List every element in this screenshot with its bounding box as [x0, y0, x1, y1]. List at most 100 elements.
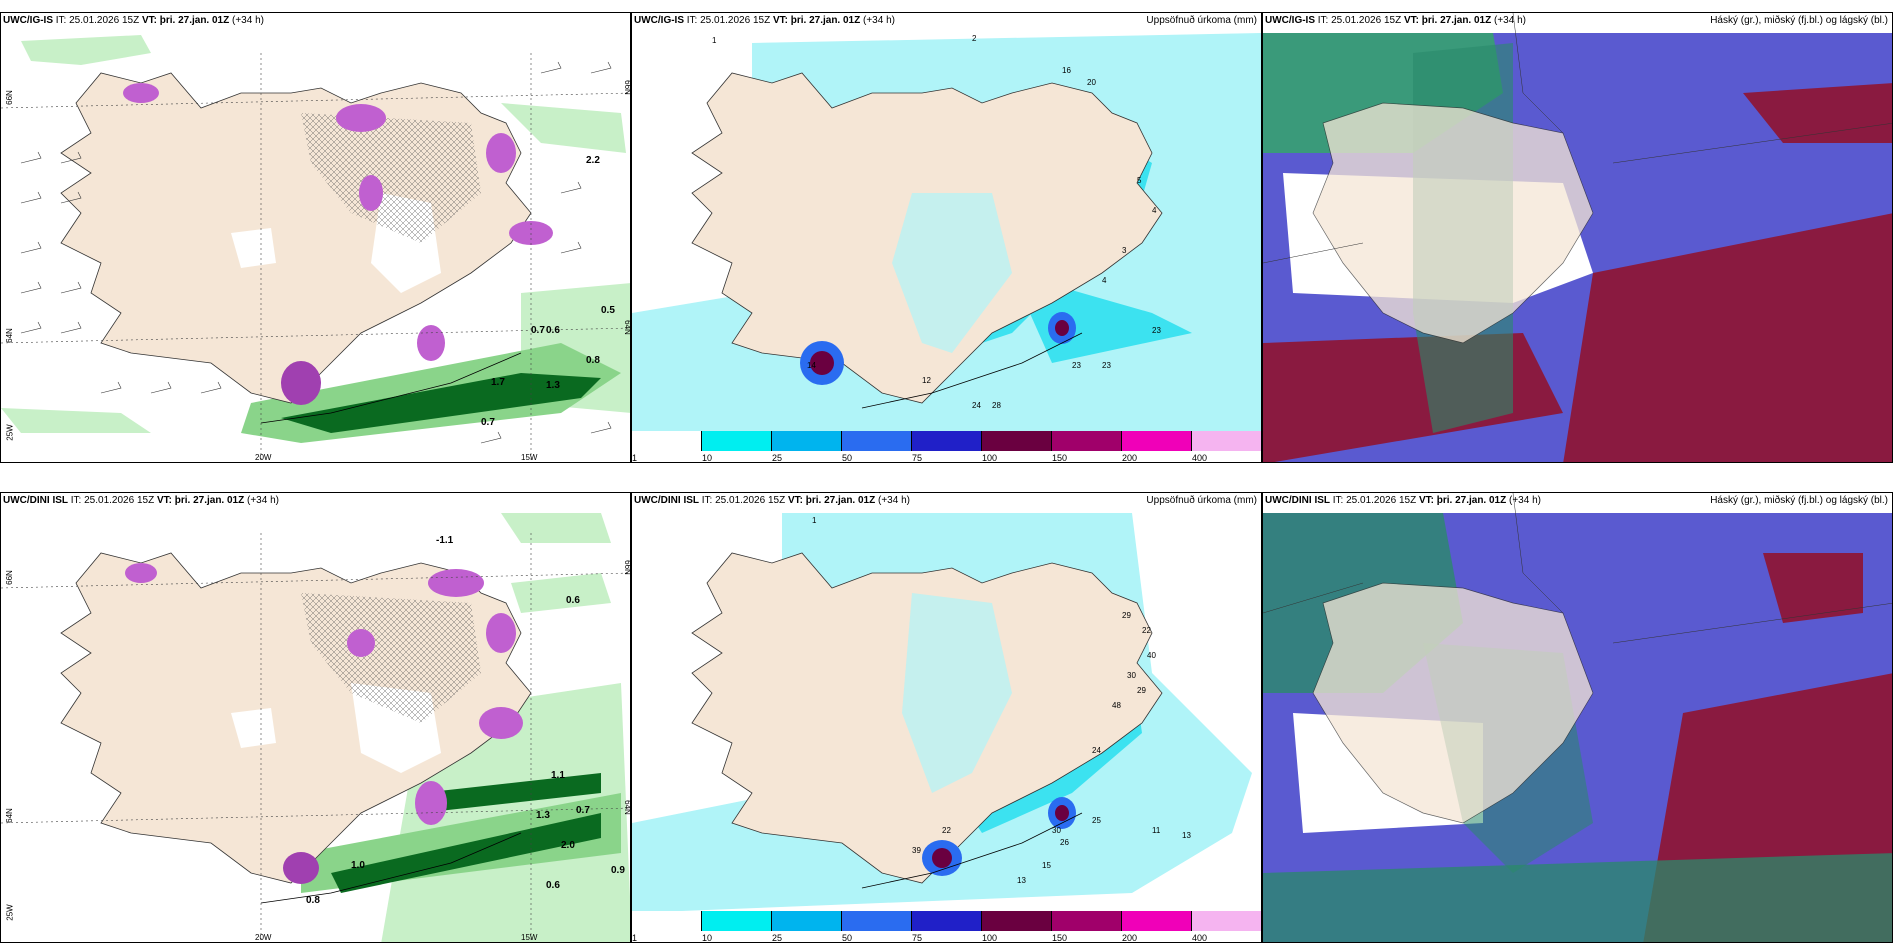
lat-label-66n: 66N [4, 90, 14, 105]
value-label: 5 [1137, 176, 1142, 185]
colorbar-seg [702, 431, 772, 451]
lat-label-66n: 66N [4, 570, 14, 585]
valid-time: VT: þri. 27.jan. 01Z [787, 495, 876, 506]
value-label: 1.7 [491, 377, 505, 388]
panel-title: UWC/IG-IS IT: 25.01.2026 15Z VT: þri. 27… [634, 15, 895, 27]
model-name: UWC/DINI ISL [3, 495, 68, 506]
lead-time: (+34 [247, 495, 268, 506]
panel-bottom-right: UWC/DINI ISL IT: 25.01.2026 15Z VT: þri.… [1262, 492, 1893, 943]
panel-top-left: UWC/IG-IS IT: 25.01.2026 15Z VT: þri. 27… [0, 12, 631, 463]
panel-title: UWC/DINI ISL IT: 25.01.2026 15Z VT: þri.… [1265, 495, 1541, 507]
panel-bottom-left: UWC/DINI ISL IT: 25.01.2026 15Z VT: þri.… [0, 492, 631, 943]
value-label: 20 [1087, 78, 1096, 87]
value-label: 0.7 [481, 417, 495, 428]
colorbar-seg [1192, 911, 1261, 931]
lead-time-wrap: h) [270, 495, 279, 506]
colorbar-label: 100 [982, 933, 998, 943]
colorbar-seg [632, 911, 702, 931]
corner-label: 25W [5, 904, 15, 921]
colorbar-seg [982, 911, 1052, 931]
value-label: 23 [1102, 361, 1111, 370]
lat-label-64n: 64N [4, 328, 14, 343]
value-label: 11 [1152, 826, 1161, 835]
lon-label-20w: 20W [255, 453, 272, 462]
colorbar-seg [772, 911, 842, 931]
colorbar-seg [1122, 911, 1192, 931]
value-label: 0.6 [546, 325, 560, 336]
valid-time: VT: þri. 27.jan. 01Z [772, 15, 861, 26]
value-label: 29 [1137, 686, 1146, 695]
panel-title: UWC/IG-IS IT: 25.01.2026 15Z VT: þri. 27… [3, 15, 264, 27]
colorbar-seg [842, 911, 912, 931]
colorbar-label: 25 [772, 933, 783, 943]
value-label: 1 [812, 516, 817, 525]
colorbar-seg [1192, 431, 1261, 451]
colorbar-label: 1 [632, 933, 638, 943]
valid-time: VT: þri. 27.jan. 01Z [141, 15, 230, 26]
colorbar-label: 200 [1122, 453, 1138, 463]
value-label: 1.0 [351, 860, 365, 871]
panel-title: UWC/DINI ISL IT: 25.01.2026 15Z VT: þri.… [3, 495, 323, 507]
init-time: IT: 25.01.2026 15Z [70, 495, 155, 506]
model-name: UWC/IG-IS [3, 15, 53, 26]
colorbar-label: 10 [702, 453, 713, 463]
lead-time: (+34 h) [878, 495, 910, 506]
colorbar-label: 400 [1192, 453, 1208, 463]
value-label: 1.3 [546, 380, 560, 391]
value-label: 39 [912, 846, 921, 855]
value-label: 2.2 [586, 155, 600, 166]
colorbar: 1 10 25 50 75 100 150 200 400 [632, 911, 1261, 943]
panel-title: UWC/DINI ISL IT: 25.01.2026 15Z VT: þri.… [634, 495, 910, 507]
value-label: 13 [1182, 831, 1191, 840]
panel-right-title: Uppsöfnuð úrkoma (mm) [1146, 15, 1257, 26]
value-label: 30 [1052, 826, 1061, 835]
value-label: 4 [1152, 206, 1157, 215]
colorbar-seg [842, 431, 912, 451]
value-label: 2.0 [561, 840, 575, 851]
colorbar-seg [912, 431, 982, 451]
colorbar-label: 150 [1052, 933, 1068, 943]
colorbar-label: 1 [632, 453, 638, 463]
value-label: 28 [992, 401, 1001, 410]
colorbar-label: 75 [912, 453, 923, 463]
panel-bottom-mid: UWC/DINI ISL IT: 25.01.2026 15Z VT: þri.… [631, 492, 1262, 943]
colorbar-seg [1052, 431, 1122, 451]
value-label: 26 [1060, 838, 1069, 847]
value-label: 40 [1147, 651, 1156, 660]
colorbar-label: 75 [912, 933, 923, 943]
colorbar-seg [632, 431, 702, 451]
model-name: UWC/DINI ISL [634, 495, 699, 506]
value-label: 25 [1092, 816, 1101, 825]
value-label: 0.8 [306, 895, 320, 906]
value-label: -1.1 [436, 535, 454, 546]
corner-label: 25W [5, 424, 15, 441]
value-label: 0.8 [586, 355, 600, 366]
value-label: 12 [922, 376, 931, 385]
precip-map: 1 29 22 40 30 29 48 24 25 30 26 22 39 15… [632, 493, 1261, 913]
model-name: UWC/DINI ISL [1265, 495, 1330, 506]
value-label: 23 [1072, 361, 1081, 370]
colorbar-seg [912, 911, 982, 931]
right-lat-label-64n: 64N [622, 800, 631, 815]
value-label: 22 [942, 826, 951, 835]
panel-title: UWC/IG-IS IT: 25.01.2026 15Z VT: þri. 27… [1265, 15, 1526, 27]
lon-label-20w: 20W [255, 933, 272, 942]
panel-top-right: UWC/IG-IS IT: 25.01.2026 15Z VT: þri. 27… [1262, 12, 1893, 463]
value-label: 13 [1017, 876, 1026, 885]
value-label: 0.7 [576, 805, 590, 816]
value-label: 14 [807, 361, 816, 370]
value-label: 24 [972, 401, 981, 410]
colorbar-seg [982, 431, 1052, 451]
value-label: 48 [1112, 701, 1121, 710]
init-time: IT: 25.01.2026 15Z [1317, 15, 1402, 26]
lead-time: (+34 h) [232, 15, 264, 26]
panel-right-title: Uppsöfnuð úrkoma (mm) [1146, 495, 1257, 506]
lead-time: (+34 h) [1509, 495, 1541, 506]
panel-right-title: Háský (gr.), miðský (fj.bl.) og lágský (… [1710, 495, 1888, 506]
colorbar-label: 50 [842, 933, 853, 943]
value-label: 0.6 [566, 595, 580, 606]
colorbar-label: 10 [702, 933, 713, 943]
value-label: 4 [1102, 276, 1107, 285]
wind-precip-map: 0.5 0.6 0.7 0.8 2.2 1.3 1.7 0.7 [1, 13, 630, 462]
value-label: 29 [1122, 611, 1131, 620]
